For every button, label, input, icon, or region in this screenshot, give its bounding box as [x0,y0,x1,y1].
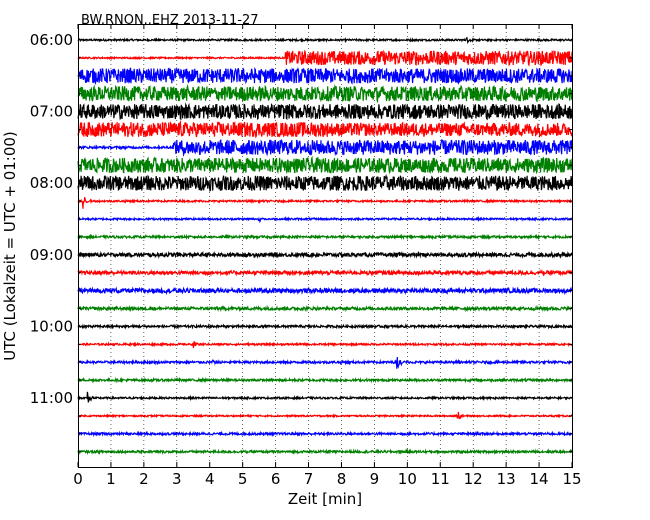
x-tick-label: 1 [106,470,116,488]
y-tick-label: 06:00 [30,31,73,49]
trace-0745 [77,155,573,175]
trace-0845 [77,233,573,241]
trace-1030 [77,356,573,369]
x-tick-label: 15 [562,470,581,488]
trace-0700 [77,102,573,121]
trace-0830 [77,215,573,224]
x-tick-label: 0 [73,470,83,488]
traces-layer [77,36,573,456]
x-tick-label: 11 [431,470,450,488]
trace-1000 [77,323,573,330]
trace-1045 [77,376,573,384]
trace-1115 [77,411,573,420]
trace-0930 [77,286,573,296]
trace-1100 [77,391,573,403]
y-tick-label: 09:00 [30,246,73,264]
trace-0715 [77,119,573,139]
x-tick-label: 6 [271,470,281,488]
trace-0730 [77,138,573,157]
x-tick-label: 13 [497,470,516,488]
trace-1130 [77,430,573,438]
trace-1145 [77,448,573,456]
y-axis-label: UTC (Lokalzeit = UTC + 01:00) [1,131,19,361]
x-tick-label: 7 [304,470,314,488]
trace-0915 [77,268,573,277]
y-tick-label: 07:00 [30,103,73,121]
plot-frame [78,24,573,468]
chart-title: BW.RNON..EHZ 2013-11-27 [81,13,259,28]
trace-0800 [77,173,573,192]
trace-0615 [77,49,573,67]
x-tick-label: 10 [398,470,417,488]
trace-0945 [77,304,573,313]
x-tick-label: 2 [139,470,149,488]
trace-1015 [77,341,573,348]
y-axis: 06:00 07:00 08:00 09:00 10:00 11:00 [30,31,572,453]
y-tick-label: 08:00 [30,174,73,192]
y-tick-label: 11:00 [30,389,73,407]
trace-0645 [77,83,573,104]
x-tick-label: 8 [337,470,347,488]
y-tick-label: 10:00 [30,317,73,335]
trace-0900 [77,250,573,259]
x-tick-label: 12 [464,470,483,488]
x-tick-label: 3 [172,470,182,488]
trace-0630 [77,66,573,86]
x-tick-label: 4 [205,470,215,488]
x-axis: 0 1 2 3 4 5 6 7 8 9 10 11 12 13 14 15 [73,24,582,488]
x-tick-label: 5 [238,470,248,488]
x-axis-label: Zeit [min] [288,490,362,508]
x-tick-label: 9 [370,470,380,488]
x-tick-label: 14 [530,470,549,488]
trace-0815 [77,197,573,209]
trace-0600 [77,36,573,45]
